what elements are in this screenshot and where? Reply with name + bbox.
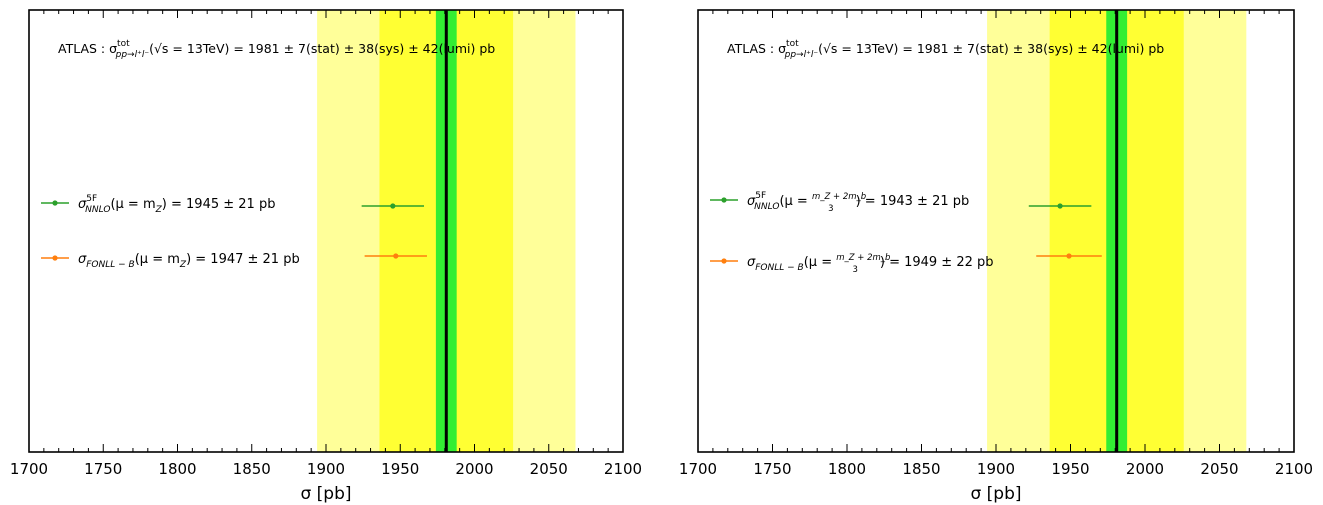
legend-label-2: σFONLL − B(μ = mZ) = 1947 ± 21 pb (78, 252, 300, 270)
x-tick-label: 1750 (84, 460, 122, 478)
legend-marker-2 (52, 255, 58, 261)
x-tick-label: 1750 (753, 460, 791, 478)
x-tick-label: 1950 (1051, 460, 1089, 478)
x-tick-label: 1900 (307, 460, 345, 478)
atlas-annotation: ATLAS : σtot pp→l⁺l⁻(√s = 13TeV) = 1981 ±… (58, 39, 495, 60)
right-panel: 1700 1750 1800 1850 1900 1950 2000 2050 2100 σ [p… (679, 9, 1313, 504)
x-tick-label: 1850 (233, 460, 271, 478)
left-panel: 1700 1750 1800 1850 1900 1950 2000 2050 2100 σ [p… (10, 9, 642, 504)
legend-label-2: σFONLL − B(μ = m_Z + 2m_b 3) = 1949 ± 22 … (747, 253, 994, 275)
x-tick-label: 2000 (455, 460, 493, 478)
x-tick-label: 1800 (828, 460, 866, 478)
x-axis-label: σ [pb] (970, 484, 1021, 504)
data-point-2 (393, 253, 399, 259)
x-tick-label: 1700 (10, 460, 48, 478)
legend-label-1: σ5F NNLO(μ = m_Z + 2m_b 3) = 1943 ± 21 pb (747, 191, 969, 214)
x-axis-label: σ [pb] (300, 484, 351, 504)
x-tick-label: 1800 (158, 460, 196, 478)
x-tick-label: 1950 (381, 460, 419, 478)
data-point-1 (390, 203, 396, 209)
data-point-2 (1066, 253, 1072, 259)
x-tick-label: 2050 (530, 460, 568, 478)
x-tick-label: 2050 (1200, 460, 1238, 478)
legend-marker-2 (721, 258, 727, 264)
legend-label-1: σ5F NNLO(μ = mZ) = 1945 ± 21 pb (78, 194, 275, 215)
atlas-annotation: ATLAS : σtot pp→l⁺l⁻(√s = 13TeV) = 1981 ±… (727, 39, 1164, 60)
x-tick-label: 1700 (679, 460, 717, 478)
x-tick-label: 2100 (1275, 460, 1313, 478)
x-tick-label: 1900 (977, 460, 1015, 478)
x-tick-label: 1850 (902, 460, 940, 478)
legend-marker-1 (52, 200, 58, 206)
legend-marker-1 (721, 197, 727, 203)
x-tick-label: 2100 (604, 460, 642, 478)
data-point-1 (1057, 203, 1063, 209)
x-tick-label: 2000 (1126, 460, 1164, 478)
